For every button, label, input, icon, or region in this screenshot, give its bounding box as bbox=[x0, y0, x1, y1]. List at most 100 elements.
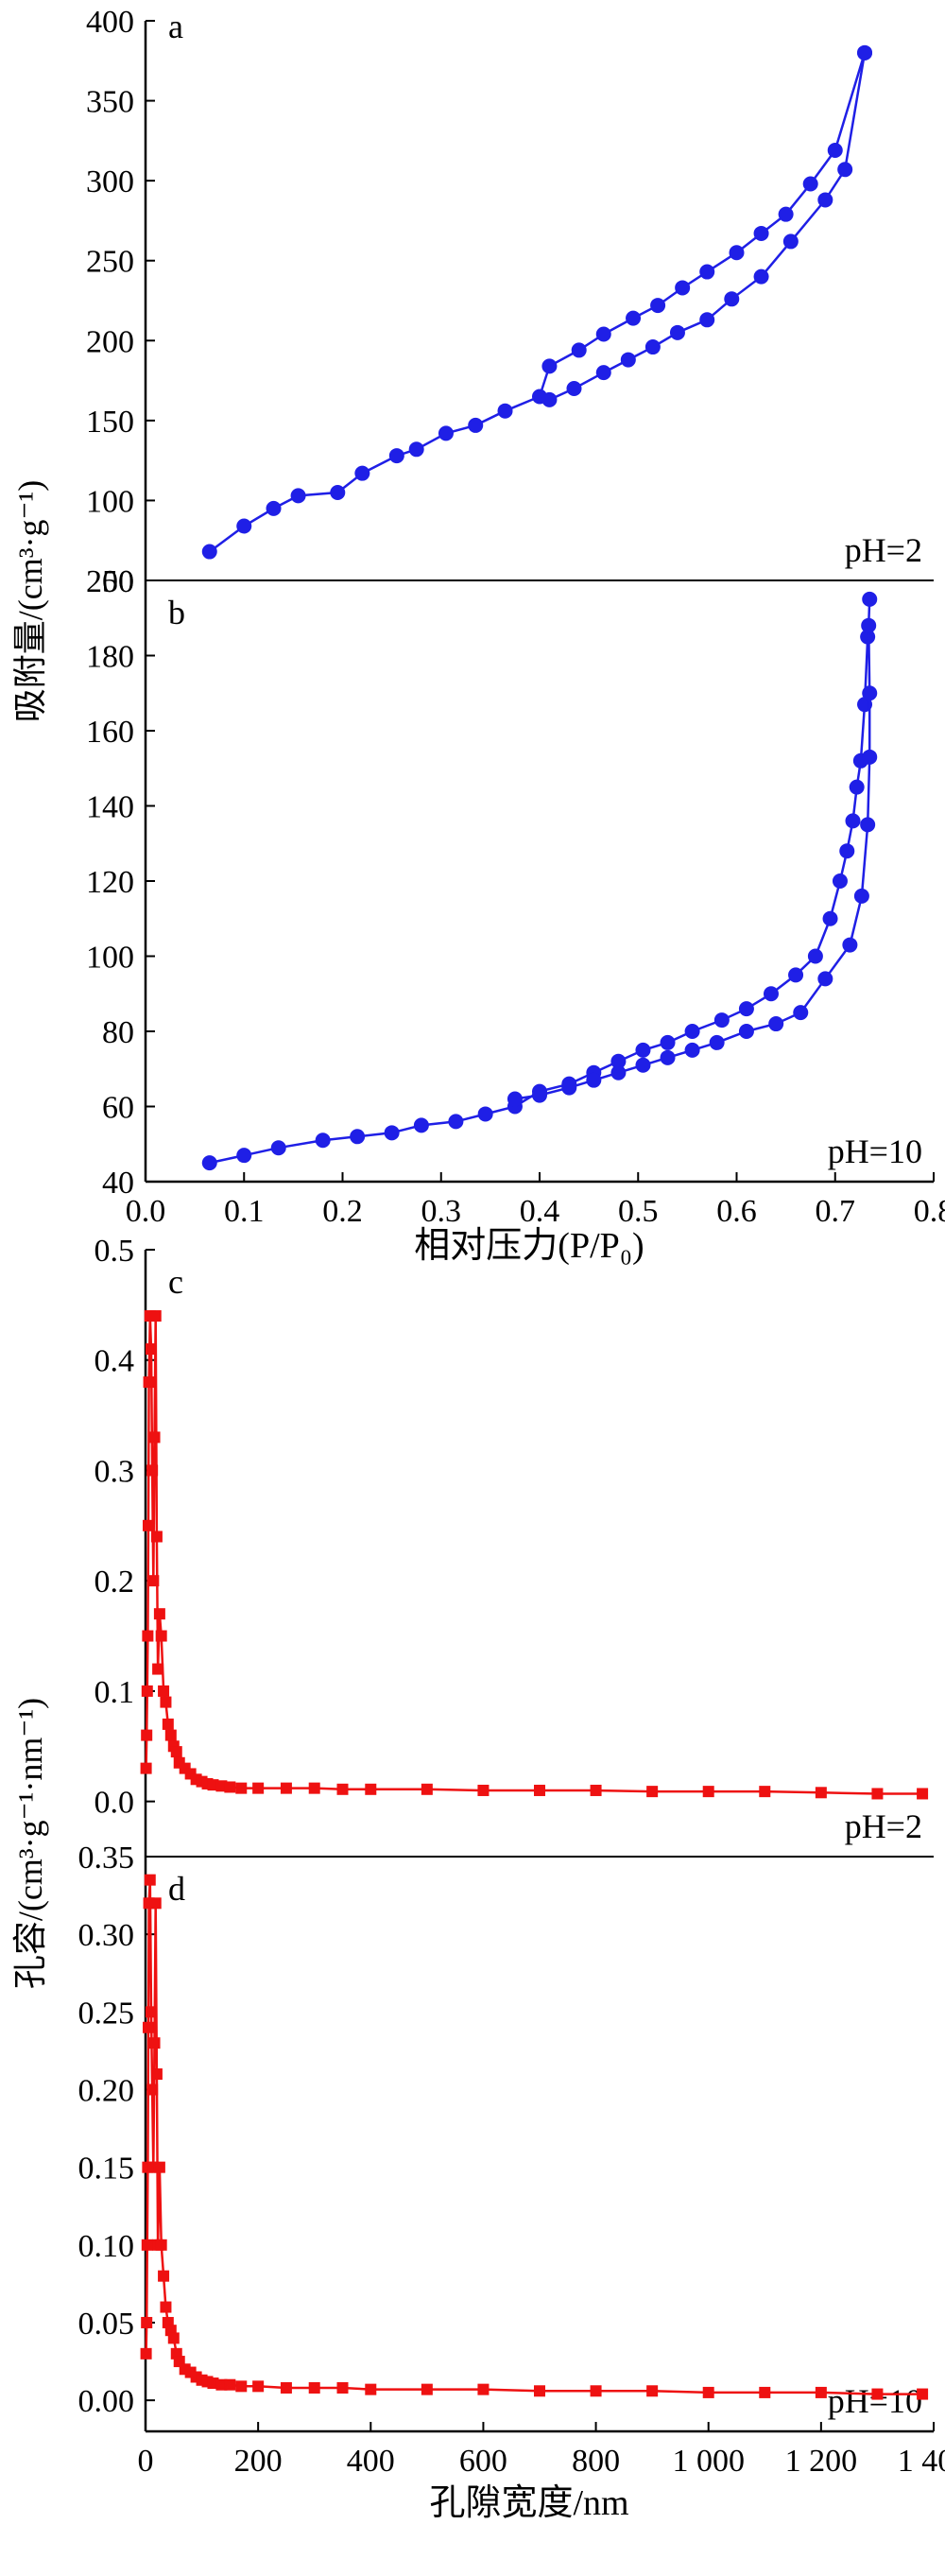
data-point bbox=[871, 1788, 884, 1800]
x-tick-label: 1 000 bbox=[672, 2444, 745, 2479]
data-point bbox=[782, 233, 799, 250]
series-line bbox=[209, 52, 867, 553]
data-point bbox=[315, 1132, 331, 1149]
ph-annotation: pH=10 bbox=[828, 1132, 922, 1170]
panel-a: 50 100 150 200 250 300 350 400 a pH=2 bbox=[86, 5, 922, 599]
data-point bbox=[788, 967, 804, 983]
data-point bbox=[763, 986, 779, 1002]
data-point bbox=[862, 591, 878, 607]
data-point bbox=[384, 1125, 400, 1141]
axes-frames bbox=[144, 21, 934, 2433]
data-point bbox=[236, 518, 252, 534]
data-point bbox=[146, 1464, 159, 1477]
y-tick-label: 100 bbox=[86, 941, 134, 976]
data-point bbox=[224, 2378, 236, 2391]
y-tick-label: 50 bbox=[102, 564, 134, 599]
data-point bbox=[561, 1080, 577, 1096]
data-point bbox=[917, 1788, 929, 1800]
data-point bbox=[595, 326, 611, 342]
data-point bbox=[837, 162, 853, 178]
data-point bbox=[155, 2239, 167, 2251]
data-point bbox=[143, 1376, 155, 1389]
data-point bbox=[153, 1608, 165, 1620]
data-point bbox=[468, 417, 484, 433]
y-tick-label: 250 bbox=[86, 245, 134, 280]
data-point bbox=[842, 937, 858, 953]
x-tick-label: 0.1 bbox=[224, 1194, 265, 1229]
y-tick-label: 150 bbox=[86, 405, 134, 440]
data-point bbox=[336, 1783, 349, 1795]
data-point bbox=[839, 843, 855, 859]
data-point bbox=[477, 1106, 493, 1122]
data-point bbox=[141, 1729, 153, 1741]
data-point bbox=[699, 264, 715, 280]
data-point bbox=[857, 44, 873, 61]
data-point bbox=[729, 245, 745, 261]
data-point bbox=[150, 2068, 163, 2081]
data-point bbox=[148, 2037, 161, 2049]
data-point bbox=[140, 1762, 152, 1774]
y-tick-label: 400 bbox=[86, 5, 134, 40]
y-tick-label: 0.10 bbox=[78, 2229, 135, 2264]
panel-letter: d bbox=[168, 1870, 185, 1908]
data-point bbox=[702, 2386, 714, 2398]
data-point bbox=[141, 1685, 153, 1697]
xlabel-pore-width: 孔隙宽度/nm bbox=[429, 2483, 628, 2523]
data-point bbox=[408, 441, 424, 458]
data-point bbox=[290, 488, 306, 504]
series-line bbox=[145, 1879, 923, 2395]
data-point bbox=[590, 2385, 602, 2397]
data-point bbox=[646, 1786, 659, 1798]
ph-annotation: pH=2 bbox=[845, 1807, 922, 1845]
x-tick-label: 200 bbox=[234, 2444, 283, 2479]
ph-annotation: pH=10 bbox=[828, 2382, 922, 2420]
panel-letter: a bbox=[168, 8, 183, 45]
data-point bbox=[164, 1729, 177, 1741]
y-tick-label: 160 bbox=[86, 715, 134, 750]
data-point bbox=[590, 1784, 602, 1796]
data-point bbox=[684, 1024, 700, 1039]
data-point bbox=[160, 2301, 172, 2313]
data-point bbox=[354, 465, 370, 481]
data-point bbox=[167, 2332, 180, 2344]
data-point bbox=[148, 1431, 161, 1444]
data-point bbox=[862, 685, 878, 701]
data-point bbox=[145, 2006, 157, 2018]
y-tick-label: 200 bbox=[86, 564, 134, 599]
data-point bbox=[142, 1630, 154, 1642]
data-point bbox=[224, 1781, 236, 1793]
data-point bbox=[448, 1114, 464, 1130]
data-point bbox=[853, 888, 869, 904]
data-point bbox=[145, 1343, 157, 1356]
data-point bbox=[280, 1782, 292, 1794]
data-point bbox=[827, 143, 843, 159]
data-point bbox=[147, 1575, 160, 1587]
data-point bbox=[150, 1530, 163, 1543]
y-tick-label: 0.20 bbox=[78, 2073, 135, 2108]
data-point bbox=[336, 2381, 349, 2394]
series-line bbox=[145, 1315, 923, 1795]
y-tick-label: 0.05 bbox=[78, 2307, 135, 2342]
data-point bbox=[650, 298, 666, 314]
data-point bbox=[862, 749, 878, 765]
data-point bbox=[413, 1117, 429, 1133]
ylabel-pore-volume: 孔容/(cm³·g⁻¹·nm⁻¹) bbox=[11, 1698, 49, 1989]
data-point bbox=[620, 352, 636, 368]
data-point bbox=[778, 206, 794, 222]
data-point bbox=[595, 365, 611, 381]
data-point bbox=[815, 1787, 827, 1799]
data-point bbox=[388, 448, 404, 464]
ylabel-adsorption: 吸附量/(cm³·g⁻¹) bbox=[11, 480, 49, 723]
x-tick-label: 0.7 bbox=[816, 1194, 856, 1229]
data-point bbox=[270, 1140, 286, 1156]
data-point bbox=[438, 425, 454, 441]
data-point bbox=[832, 873, 848, 889]
data-point bbox=[768, 1016, 784, 1032]
data-point bbox=[141, 2316, 153, 2328]
data-point bbox=[149, 1310, 162, 1323]
data-point bbox=[675, 280, 691, 296]
series-b-1 bbox=[507, 591, 878, 1107]
panel-letter: c bbox=[168, 1263, 183, 1301]
y-tick-label: 300 bbox=[86, 164, 134, 199]
data-point bbox=[646, 2385, 659, 2397]
